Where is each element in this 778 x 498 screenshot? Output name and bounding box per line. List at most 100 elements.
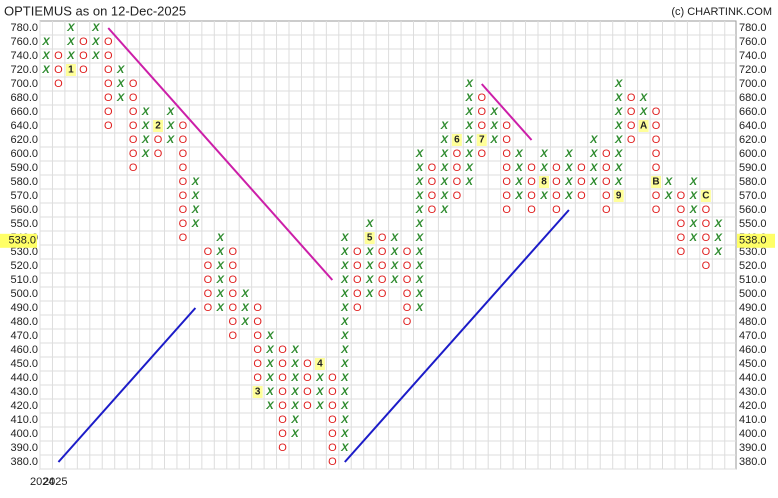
o-box: O (179, 232, 188, 244)
o-box: O (702, 260, 711, 272)
o-box: O (204, 274, 213, 286)
o-box: O (627, 134, 636, 146)
o-box: O (353, 302, 362, 314)
o-box: O (228, 330, 237, 342)
y-tick-label-right: 520.0 (739, 260, 767, 272)
o-box: O (129, 106, 138, 118)
x-box: X (465, 78, 474, 90)
o-box: O (602, 148, 611, 160)
x-box: X (265, 330, 274, 342)
y-tick-label-right: 400.0 (739, 428, 767, 440)
x-box: X (614, 134, 623, 146)
o-box: O (602, 162, 611, 174)
x-box: X (465, 162, 474, 174)
y-tick-label: 740.0 (10, 50, 38, 62)
o-box: O (303, 372, 312, 384)
y-tick-label: 420.0 (10, 400, 38, 412)
y-tick-label: 600.0 (10, 148, 38, 160)
o-box: O (378, 260, 387, 272)
y-tick-label: 440.0 (10, 372, 38, 384)
y-tick-label-right: 490.0 (739, 302, 767, 314)
month-marker: 6 (454, 135, 460, 146)
y-tick-label: 550.0 (10, 218, 38, 230)
y-tick-label-right: 410.0 (739, 414, 767, 426)
x-box: X (191, 190, 200, 202)
x-box: X (41, 36, 50, 48)
current-bg-right (737, 233, 775, 248)
x-box: X (614, 120, 623, 132)
y-tick-label: 560.0 (10, 204, 38, 216)
y-tick-label-right: 640.0 (739, 120, 767, 132)
x-box: X (290, 372, 299, 384)
x-box: X (340, 232, 349, 244)
o-box: O (602, 176, 611, 188)
month-marker-bg (314, 358, 325, 370)
y-tick-label: 620.0 (10, 134, 38, 146)
x-box: X (614, 176, 623, 188)
o-box: O (502, 204, 511, 216)
month-marker-bg (651, 176, 662, 188)
o-box: O (179, 204, 188, 216)
o-box: O (228, 288, 237, 300)
month-marker: C (702, 191, 709, 202)
chart-title: OPTIEMUS as on 12-Dec-2025 (4, 3, 186, 18)
o-box: O (403, 274, 412, 286)
y-tick-label: 490.0 (10, 302, 38, 314)
x-box: X (365, 274, 374, 286)
x-box: X (639, 92, 648, 104)
x-box: X (589, 162, 598, 174)
o-box: O (502, 148, 511, 160)
current-bg (0, 233, 37, 248)
y-tick-label-right: 780.0 (739, 22, 767, 34)
x-box: X (614, 162, 623, 174)
y-tick-label: 460.0 (10, 344, 38, 356)
o-box: O (104, 64, 113, 76)
y-tick-label: 760.0 (10, 36, 38, 48)
y-tick-label: 640.0 (10, 120, 38, 132)
x-box: X (465, 106, 474, 118)
y-tick-label: 520.0 (10, 260, 38, 272)
x-box: X (315, 400, 324, 412)
x-box: X (415, 190, 424, 202)
o-box: O (453, 190, 462, 202)
o-box: O (677, 218, 686, 230)
x-box: X (340, 274, 349, 286)
x-box: X (340, 400, 349, 412)
x-box: X (465, 176, 474, 188)
o-box: O (278, 442, 287, 454)
x-box: X (589, 176, 598, 188)
month-marker: 2 (155, 121, 161, 132)
x-box: X (340, 358, 349, 370)
o-box: O (652, 204, 661, 216)
x-box: X (116, 64, 125, 76)
o-box: O (378, 288, 387, 300)
month-marker-bg (700, 190, 711, 202)
o-box: O (179, 218, 188, 230)
o-box: O (477, 92, 486, 104)
x-box: X (91, 22, 100, 34)
x-box: X (614, 106, 623, 118)
o-box: O (627, 120, 636, 132)
x-box: X (465, 134, 474, 146)
month-marker: 5 (367, 233, 373, 244)
o-box: O (403, 302, 412, 314)
o-box: O (228, 274, 237, 286)
o-box: O (378, 246, 387, 258)
x-box: X (66, 36, 75, 48)
x-box: X (340, 414, 349, 426)
o-box: O (129, 134, 138, 146)
x-box: X (340, 428, 349, 440)
y-tick-label-right: 430.0 (739, 386, 767, 398)
o-box: O (552, 162, 561, 174)
o-box: O (179, 148, 188, 160)
y-tick-label: 400.0 (10, 428, 38, 440)
o-box: O (54, 50, 63, 62)
x-box: X (141, 120, 150, 132)
month-marker-bg (364, 232, 375, 244)
o-box: O (79, 64, 88, 76)
o-box: O (652, 190, 661, 202)
y-tick-label: 410.0 (10, 414, 38, 426)
x-box: X (365, 260, 374, 272)
x-box: X (191, 204, 200, 216)
x-box: X (415, 204, 424, 216)
